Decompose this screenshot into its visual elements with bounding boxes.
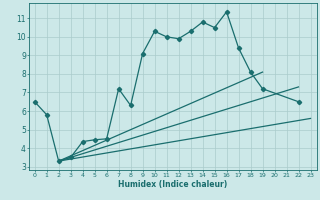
X-axis label: Humidex (Indice chaleur): Humidex (Indice chaleur) <box>118 180 227 189</box>
